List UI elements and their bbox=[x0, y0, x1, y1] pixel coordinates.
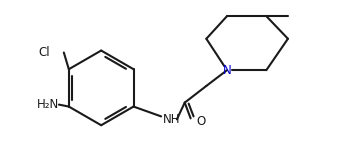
Text: Cl: Cl bbox=[39, 46, 50, 59]
Text: N: N bbox=[223, 64, 232, 77]
Text: H₂N: H₂N bbox=[37, 98, 59, 111]
Text: NH: NH bbox=[163, 113, 180, 126]
Text: O: O bbox=[196, 115, 206, 128]
